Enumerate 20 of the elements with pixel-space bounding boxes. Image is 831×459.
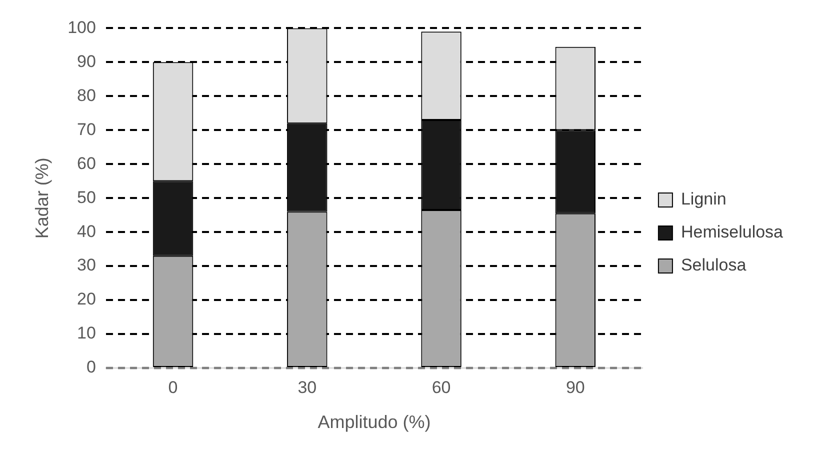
y-axis-title: Kadar (%) xyxy=(32,158,52,239)
x-tick-label: 30 xyxy=(298,378,317,397)
x-tick-label: 60 xyxy=(432,378,451,397)
y-tick-label: 0 xyxy=(86,358,96,377)
y-tick-label: 70 xyxy=(77,120,96,139)
y-tick-label: 90 xyxy=(77,52,96,71)
legend-label: Hemiselulosa xyxy=(680,222,784,242)
y-tick-label: 80 xyxy=(77,86,96,105)
y-tick-label: 60 xyxy=(77,154,96,173)
y-tick-label: 40 xyxy=(77,222,96,241)
x-tick-label: 0 xyxy=(168,378,178,397)
y-tick-label: 50 xyxy=(77,188,96,207)
y-tick-label: 100 xyxy=(68,18,96,37)
y-tick-label: 30 xyxy=(77,256,96,275)
legend-label: Selulosa xyxy=(680,256,747,275)
legend-label: Lignin xyxy=(680,190,726,209)
x-axis-title: Amplitudo (%) xyxy=(318,412,431,432)
x-tick-label: 90 xyxy=(566,378,585,397)
y-tick-label: 20 xyxy=(77,290,96,309)
y-tick-label: 10 xyxy=(77,324,96,343)
